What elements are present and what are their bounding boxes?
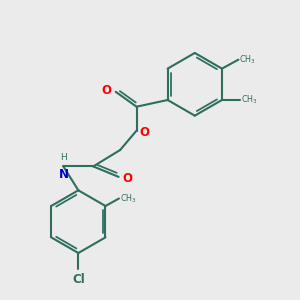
Text: H: H (60, 153, 67, 162)
Text: O: O (140, 126, 149, 139)
Text: Cl: Cl (72, 273, 85, 286)
Text: $\mathsf{CH_3}$: $\mathsf{CH_3}$ (120, 192, 137, 205)
Text: O: O (123, 172, 133, 185)
Text: O: O (101, 84, 112, 97)
Text: $\mathsf{CH_3}$: $\mathsf{CH_3}$ (241, 94, 258, 106)
Text: $\mathsf{CH_3}$: $\mathsf{CH_3}$ (239, 53, 256, 66)
Text: N: N (58, 168, 68, 181)
